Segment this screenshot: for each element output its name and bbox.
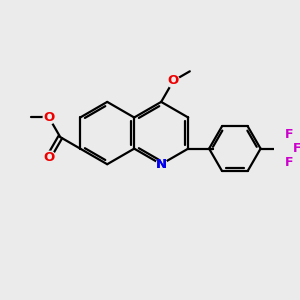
Text: O: O [168,74,179,87]
Text: F: F [285,128,293,141]
Text: O: O [43,111,54,124]
Text: N: N [156,158,167,171]
Text: F: F [285,156,293,169]
Text: F: F [293,142,300,155]
Text: O: O [43,151,54,164]
Text: N: N [156,158,167,171]
